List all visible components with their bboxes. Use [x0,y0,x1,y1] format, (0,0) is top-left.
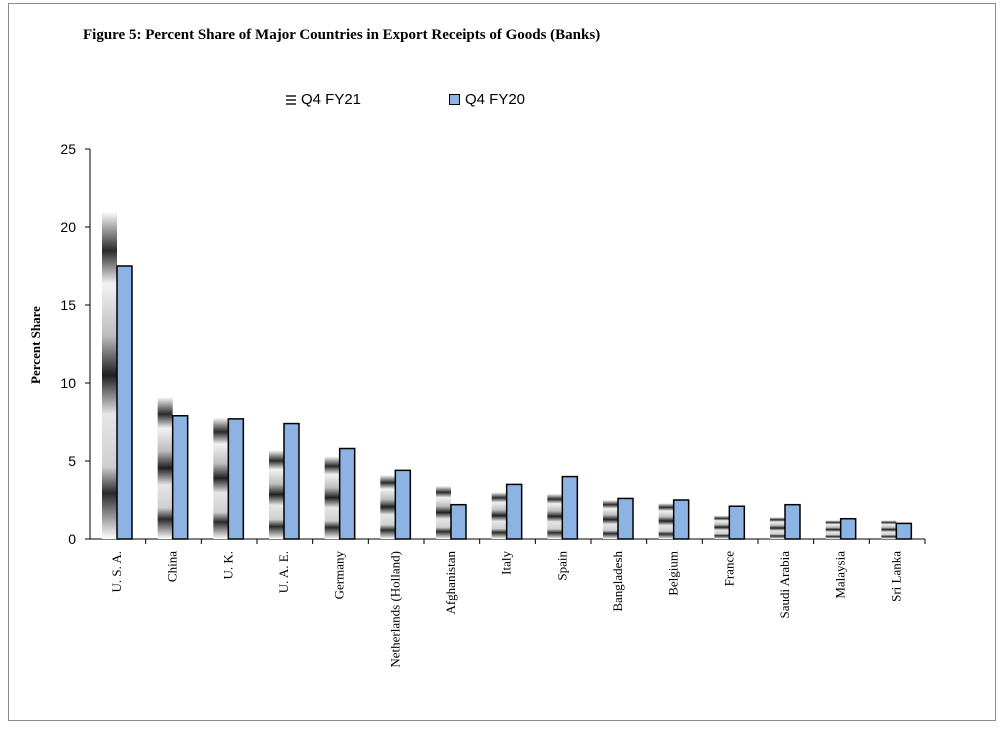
legend-label-q4-fy21: Q4 FY21 [301,91,362,108]
bar-q4-fy21 [714,515,730,539]
x-tick-label: Malaysia [833,551,848,599]
bar-q4-fy21 [603,500,618,539]
y-tick-label: 5 [68,453,76,469]
x-tick-label: U. K. [220,551,235,580]
bar-q4-fy20 [450,503,467,540]
bar-q4-fy20 [784,503,801,540]
x-tick-label: Spain [554,551,569,581]
bar-q4-fy20 [227,418,245,540]
bar-q4-fy21 [324,456,340,539]
bars [102,211,913,540]
x-tick-labels: U. S. A. China U. K. U. A. E. Germany Netherl… [109,539,926,668]
x-tick-label: France [721,551,736,587]
y-tick-label: 15 [60,297,76,313]
bar-q4-fy20 [394,469,412,540]
bar-q4-fy20 [561,475,579,540]
y-tick-label: 10 [60,375,76,391]
y-axis-label: Percent Share [28,306,43,384]
bar-q4-fy20 [338,447,356,540]
bar-q4-fy20 [283,422,300,540]
x-tick-label: Netherlands (Holland) [387,551,402,668]
bar-q4-fy21 [658,503,674,539]
bar-q4-fy20 [895,522,913,540]
bar-q4-fy20 [617,497,634,540]
bar-q4-fy20 [171,415,189,540]
x-tick-label: Sri Lanka [888,551,903,602]
bar-q4-fy20 [116,265,133,540]
x-tick-label: Afghanistan [443,551,458,615]
x-tick-label: Italy [499,551,514,575]
y-tick-label: 20 [60,219,76,235]
bar-q4-fy21 [436,485,451,539]
bar-q4-fy21 [380,475,396,539]
bar-q4-fy21 [102,211,117,539]
legend-swatch-q4-fy21 [286,94,296,105]
bar-q4-fy20 [672,499,690,540]
x-tick-label: U. S. A. [109,551,124,593]
x-tick-label: Belgium [666,551,681,596]
legend-swatch-q4-fy20 [449,94,460,105]
bar-q4-fy21 [547,493,563,539]
y-ticks: 0 5 10 15 20 25 [60,141,90,547]
bar-q4-fy21 [269,450,284,539]
legend-item-q4-fy21: Q4 FY21 [286,91,361,108]
chart-title: Figure 5: Percent Share of Major Countri… [83,27,601,43]
x-tick-label: Saudi Arabia [777,551,792,619]
bar-q4-fy21 [770,517,785,539]
x-tick-label: Bangladesh [610,551,625,612]
bar-q4-fy20 [839,517,857,540]
legend-label-q4-fy20: Q4 FY20 [465,91,526,108]
bar-q4-fy21 [157,397,173,539]
bar-q4-fy21 [491,492,507,539]
bar-q4-fy21 [213,417,229,539]
bar-q4-fy20 [728,505,746,540]
bar-q4-fy21 [825,520,841,539]
x-tick-label: China [165,551,180,582]
y-tick-label: 25 [60,141,76,157]
x-tick-label: Germany [332,551,347,600]
chart-frame [8,3,996,721]
y-tick-label: 0 [68,531,76,547]
x-tick-label: U. A. E. [276,551,291,593]
bar-q4-fy20 [505,483,523,540]
legend-item-q4-fy20: Q4 FY20 [449,91,525,108]
bar-q4-fy21 [881,520,897,539]
